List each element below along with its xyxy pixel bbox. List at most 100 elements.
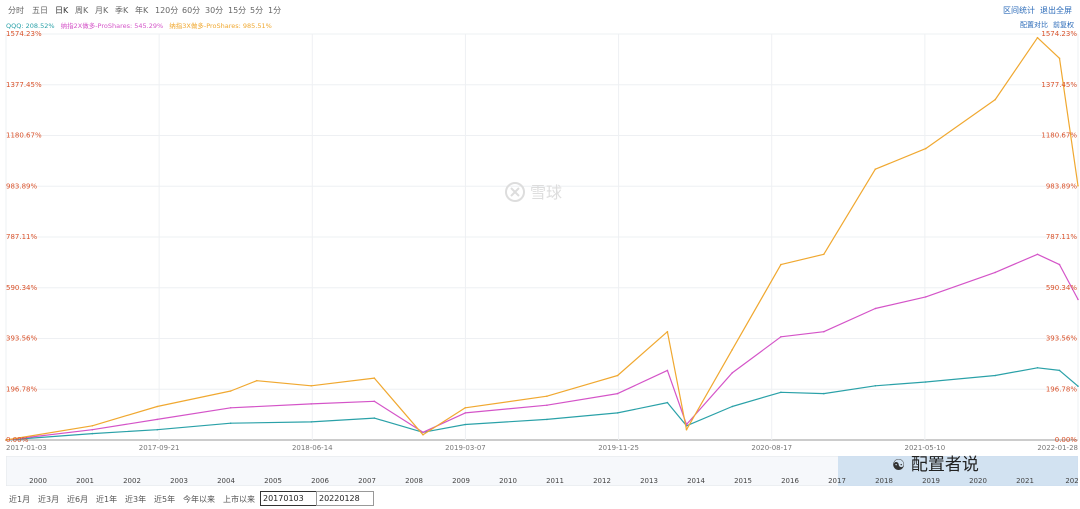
y-tick-label-right: 787.11% bbox=[1046, 233, 1077, 241]
range-navigator[interactable]: 2000 2001 2002 2003 2004 2005 2006 2007 2008 2009… bbox=[6, 456, 1078, 486]
period-monthly-k[interactable]: 月K bbox=[95, 6, 109, 15]
series-point-2 bbox=[229, 390, 232, 392]
period-daily-k[interactable]: 日K bbox=[55, 6, 69, 15]
y-tick-label-left: 1180.67% bbox=[6, 132, 42, 140]
exit-fullscreen-link[interactable]: 退出全屏 bbox=[1040, 6, 1072, 15]
period-5day[interactable]: 五日 bbox=[32, 6, 48, 15]
navigator-year-label: 2017 bbox=[828, 477, 846, 485]
series-point-1 bbox=[1036, 253, 1039, 256]
range-5y[interactable]: 近5年 bbox=[154, 495, 176, 504]
navigator-year-label: 2012 bbox=[593, 477, 611, 485]
x-tick-label: 2021-05-10 bbox=[905, 444, 946, 452]
y-tick-label-left: 1574.23% bbox=[6, 30, 42, 38]
xueqiu-watermark: 雪球 bbox=[505, 182, 562, 202]
period-120min[interactable]: 120分 bbox=[155, 6, 179, 15]
navigator-selection bbox=[838, 456, 1078, 486]
series-point-1 bbox=[780, 336, 782, 338]
series-point-2 bbox=[994, 98, 996, 101]
series-point-1 bbox=[823, 330, 825, 333]
range-3m[interactable]: 近3月 bbox=[38, 495, 60, 504]
navigator-year-label: 2010 bbox=[499, 477, 517, 485]
navigator-year-label: 2005 bbox=[264, 477, 282, 485]
period-toolbar: 分时 五日 日K 周K 月K 季K 年K 120分 60分 30分 15分 5分… bbox=[0, 0, 1080, 18]
range-since-listing[interactable]: 上市以来 bbox=[223, 495, 255, 504]
x-tick-label: 2017-09-21 bbox=[139, 444, 180, 452]
period-5min[interactable]: 5分 bbox=[250, 6, 264, 15]
period-15min[interactable]: 15分 bbox=[228, 6, 247, 15]
series-point-2 bbox=[156, 405, 158, 408]
series-point-1 bbox=[546, 404, 548, 407]
y-tick-label-left: 196.78% bbox=[6, 385, 37, 393]
return-chart: 雪球 1574.23% 1377.45% 1180.67% 983.89% 787.11… bbox=[5, 30, 1079, 452]
period-1min-timeshare[interactable]: 分时 bbox=[8, 6, 24, 15]
navigator-year-label: 2004 bbox=[217, 477, 235, 485]
navigator-year-label: 2003 bbox=[170, 477, 188, 485]
navigator-year-label: 2016 bbox=[781, 477, 799, 485]
x-tick-label: 2017-01-03 bbox=[6, 444, 47, 452]
navigator-year-label: 2000 bbox=[29, 477, 47, 485]
range-3y[interactable]: 近3年 bbox=[125, 495, 147, 504]
pre-adjust-button[interactable]: 前复权 bbox=[1053, 21, 1074, 29]
navigator-year-label: 2009 bbox=[452, 477, 470, 485]
navigator-year-label: 2021 bbox=[1016, 477, 1034, 485]
y-axis-labels-left: 1574.23% 1377.45% 1180.67% 983.89% 787.11% 59… bbox=[6, 30, 42, 444]
period-quarterly-k[interactable]: 季K bbox=[115, 6, 129, 15]
series-point-2 bbox=[924, 147, 927, 150]
xueqiu-logo-icon bbox=[505, 182, 525, 202]
period-60min[interactable]: 60分 bbox=[182, 6, 201, 15]
series-point-0 bbox=[874, 385, 877, 387]
navigator-year-label: 2015 bbox=[734, 477, 752, 485]
series-point-1 bbox=[924, 296, 927, 298]
y-tick-label-left: 590.34% bbox=[6, 284, 37, 292]
series-point-2 bbox=[874, 168, 877, 170]
period-weekly-k[interactable]: 周K bbox=[75, 6, 89, 15]
series-line-2 bbox=[5, 37, 1079, 441]
series-point-0 bbox=[156, 428, 158, 431]
chart-legend: QQQ: 208.52% 纳指2X做多-ProShares: 545.29% 纳… bbox=[6, 20, 276, 30]
y-tick-label-right: 196.78% bbox=[1046, 385, 1077, 393]
series-point-1 bbox=[1077, 298, 1079, 301]
navigator-year-label: 2008 bbox=[405, 477, 423, 485]
series-point-0 bbox=[731, 405, 733, 408]
range-1m[interactable]: 近1月 bbox=[9, 495, 31, 504]
series-point-2 bbox=[373, 377, 376, 379]
period-yearly-k[interactable]: 年K bbox=[135, 6, 149, 15]
series-point-0 bbox=[464, 423, 467, 426]
range-1y[interactable]: 近1年 bbox=[96, 495, 118, 504]
start-date-input[interactable] bbox=[260, 491, 318, 506]
series-point-1 bbox=[1058, 263, 1061, 266]
end-date-input[interactable] bbox=[316, 491, 374, 506]
range-6m[interactable]: 近6月 bbox=[67, 495, 89, 504]
series-point-1 bbox=[616, 392, 619, 395]
navigator-year-label: 202 bbox=[1065, 477, 1078, 485]
series-point-2 bbox=[422, 434, 424, 436]
series-point-0 bbox=[924, 381, 927, 383]
y-tick-label-right: 1180.67% bbox=[1041, 132, 1077, 140]
series-point-0 bbox=[373, 417, 376, 419]
navigator-years: 2000 2001 2002 2003 2004 2005 2006 2007 2008 2009… bbox=[29, 477, 1078, 485]
interval-stats-link[interactable]: 区间统计 bbox=[1003, 6, 1035, 15]
y-axis-labels-right: 1574.23% 1377.45% 1180.67% 983.89% 787.11% 59… bbox=[1041, 30, 1077, 444]
series-point-1 bbox=[91, 428, 94, 431]
series-point-2 bbox=[731, 348, 733, 351]
y-tick-label-left: 0.00% bbox=[6, 436, 29, 444]
series-point-0 bbox=[616, 412, 619, 414]
compare-config-button[interactable]: 配置对比 bbox=[1020, 21, 1048, 29]
wechat-icon: ☯ bbox=[892, 456, 906, 474]
y-tick-label-right: 0.00% bbox=[1055, 436, 1078, 444]
series-point-0 bbox=[229, 422, 232, 425]
series-point-0 bbox=[780, 391, 782, 394]
navigator-year-label: 2011 bbox=[546, 477, 564, 485]
y-tick-label-left: 393.56% bbox=[6, 335, 37, 343]
period-1min[interactable]: 1分 bbox=[268, 6, 282, 15]
series-point-1 bbox=[874, 307, 877, 310]
navigator-year-label: 2019 bbox=[922, 477, 940, 485]
navigator-year-label: 2001 bbox=[76, 477, 94, 485]
x-axis-labels: 2017-01-03 2017-09-21 2018-06-14 2019-03-07… bbox=[6, 444, 1078, 452]
range-ytd[interactable]: 今年以来 bbox=[183, 495, 215, 504]
period-30min[interactable]: 30分 bbox=[205, 6, 224, 15]
series-point-0 bbox=[91, 432, 94, 435]
range-toolbar: 近1月 近3月 近6月 近1年 近3年 近5年 今年以来 上市以来 bbox=[0, 490, 1080, 509]
x-tick-label: 2022-01-28 bbox=[1037, 444, 1078, 452]
navigator-year-label: 2014 bbox=[687, 477, 705, 485]
